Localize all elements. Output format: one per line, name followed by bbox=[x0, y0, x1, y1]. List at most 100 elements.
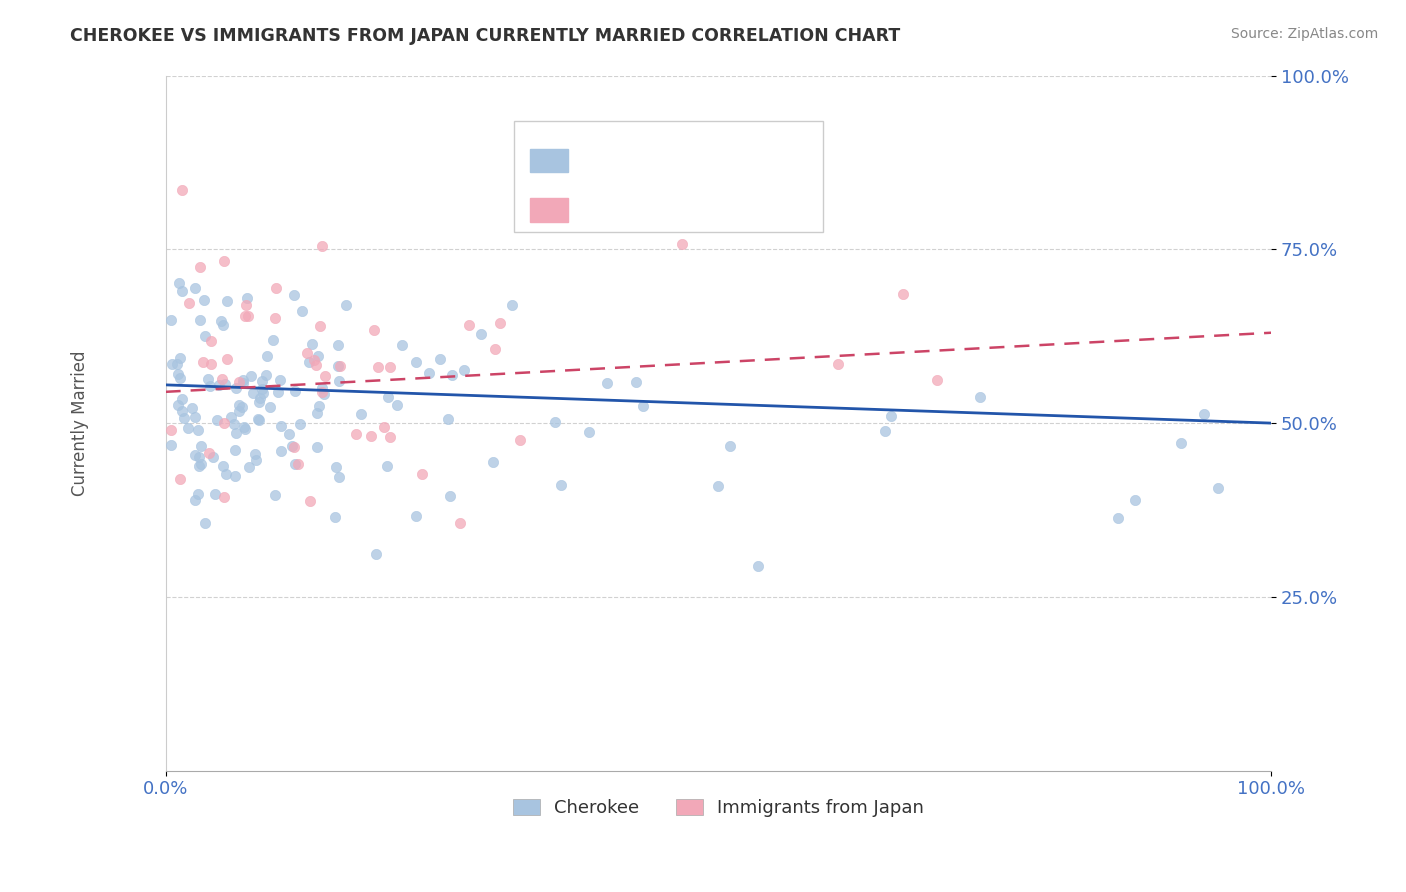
Point bbox=[250, 382, 273, 396]
Point bbox=[405, 355, 427, 369]
Point bbox=[215, 294, 238, 309]
Point bbox=[457, 318, 479, 332]
Point bbox=[201, 450, 224, 465]
Point bbox=[238, 460, 260, 475]
Point bbox=[302, 352, 325, 367]
Point bbox=[326, 338, 349, 352]
Legend: Cherokee, Immigrants from Japan: Cherokee, Immigrants from Japan bbox=[506, 791, 931, 824]
Point bbox=[827, 357, 849, 371]
Point bbox=[314, 369, 336, 384]
Point bbox=[1194, 407, 1216, 421]
Point bbox=[236, 291, 259, 305]
Point bbox=[328, 374, 350, 388]
Point bbox=[247, 394, 270, 409]
Point bbox=[197, 372, 219, 386]
Point bbox=[380, 430, 402, 444]
Point bbox=[323, 509, 346, 524]
Point bbox=[245, 452, 267, 467]
Point bbox=[325, 459, 347, 474]
Point bbox=[578, 425, 600, 439]
Point bbox=[363, 323, 385, 337]
Point bbox=[1170, 436, 1192, 450]
Point bbox=[167, 399, 190, 413]
Text: Source: ZipAtlas.com: Source: ZipAtlas.com bbox=[1230, 27, 1378, 41]
Point bbox=[235, 298, 257, 312]
Point bbox=[160, 438, 183, 452]
FancyBboxPatch shape bbox=[513, 120, 824, 232]
Point bbox=[707, 479, 730, 493]
Point bbox=[335, 298, 357, 312]
Point bbox=[278, 427, 301, 442]
Point bbox=[418, 367, 440, 381]
Point bbox=[624, 376, 647, 390]
Point bbox=[250, 375, 273, 389]
Point bbox=[291, 304, 314, 318]
Point bbox=[367, 359, 389, 374]
Point bbox=[188, 260, 211, 275]
Point bbox=[232, 376, 254, 390]
Point bbox=[211, 318, 233, 332]
Point bbox=[284, 384, 307, 399]
Point bbox=[205, 413, 228, 427]
Point bbox=[309, 319, 332, 334]
Point bbox=[194, 329, 217, 343]
Point bbox=[295, 346, 318, 360]
Point bbox=[173, 411, 195, 425]
Point bbox=[436, 412, 458, 426]
Point bbox=[233, 309, 256, 323]
Point bbox=[169, 351, 191, 366]
Point bbox=[378, 359, 401, 374]
Point bbox=[256, 349, 278, 363]
Point bbox=[543, 415, 565, 429]
Point bbox=[375, 459, 398, 474]
Point bbox=[344, 426, 367, 441]
Point bbox=[311, 381, 333, 395]
Point bbox=[283, 440, 305, 454]
Point bbox=[169, 472, 191, 486]
Point bbox=[233, 422, 256, 436]
Point bbox=[387, 398, 409, 412]
Point bbox=[439, 489, 461, 503]
Point bbox=[263, 488, 285, 502]
Point bbox=[671, 237, 693, 252]
Point bbox=[252, 386, 274, 401]
Point bbox=[550, 478, 572, 492]
Point bbox=[212, 491, 235, 505]
Point bbox=[264, 311, 287, 326]
Point bbox=[212, 417, 235, 431]
Point bbox=[873, 424, 896, 438]
Point bbox=[482, 455, 505, 469]
FancyBboxPatch shape bbox=[530, 198, 568, 221]
Point bbox=[200, 357, 222, 371]
Point bbox=[184, 409, 207, 424]
Point bbox=[184, 493, 207, 508]
Point bbox=[170, 183, 193, 197]
Point bbox=[377, 390, 399, 404]
Point bbox=[211, 372, 233, 386]
Point bbox=[284, 457, 307, 471]
Point bbox=[166, 357, 188, 371]
Point bbox=[191, 355, 214, 369]
Point bbox=[232, 419, 254, 434]
Point bbox=[364, 547, 387, 561]
Point bbox=[879, 409, 901, 423]
Point bbox=[247, 412, 270, 426]
Point bbox=[329, 359, 352, 374]
Point bbox=[328, 359, 350, 373]
Point bbox=[169, 277, 191, 291]
Point bbox=[170, 284, 193, 298]
Point bbox=[311, 384, 333, 399]
Point bbox=[631, 399, 654, 413]
Point bbox=[212, 253, 235, 268]
Point bbox=[298, 355, 321, 369]
Point bbox=[288, 417, 311, 432]
Point bbox=[224, 442, 246, 457]
Point bbox=[470, 327, 492, 342]
Point bbox=[177, 421, 200, 435]
Point bbox=[718, 439, 741, 453]
Point bbox=[243, 447, 266, 461]
Point bbox=[194, 516, 217, 530]
Point bbox=[169, 371, 191, 385]
Point bbox=[160, 312, 183, 326]
Point bbox=[1208, 481, 1230, 495]
